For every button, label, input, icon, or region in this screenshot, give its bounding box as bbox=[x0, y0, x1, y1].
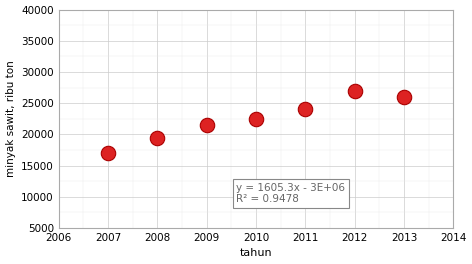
Point bbox=[153, 135, 161, 140]
Point bbox=[400, 95, 408, 99]
Point bbox=[104, 151, 112, 155]
Point bbox=[252, 117, 260, 121]
X-axis label: tahun: tahun bbox=[240, 248, 272, 258]
Point bbox=[203, 123, 211, 127]
Y-axis label: minyak sawit, ribu ton: minyak sawit, ribu ton bbox=[6, 60, 16, 177]
Text: y = 1605.3x - 3E+06
R² = 0.9478: y = 1605.3x - 3E+06 R² = 0.9478 bbox=[236, 183, 345, 204]
Point bbox=[351, 89, 358, 93]
Point bbox=[302, 107, 309, 112]
